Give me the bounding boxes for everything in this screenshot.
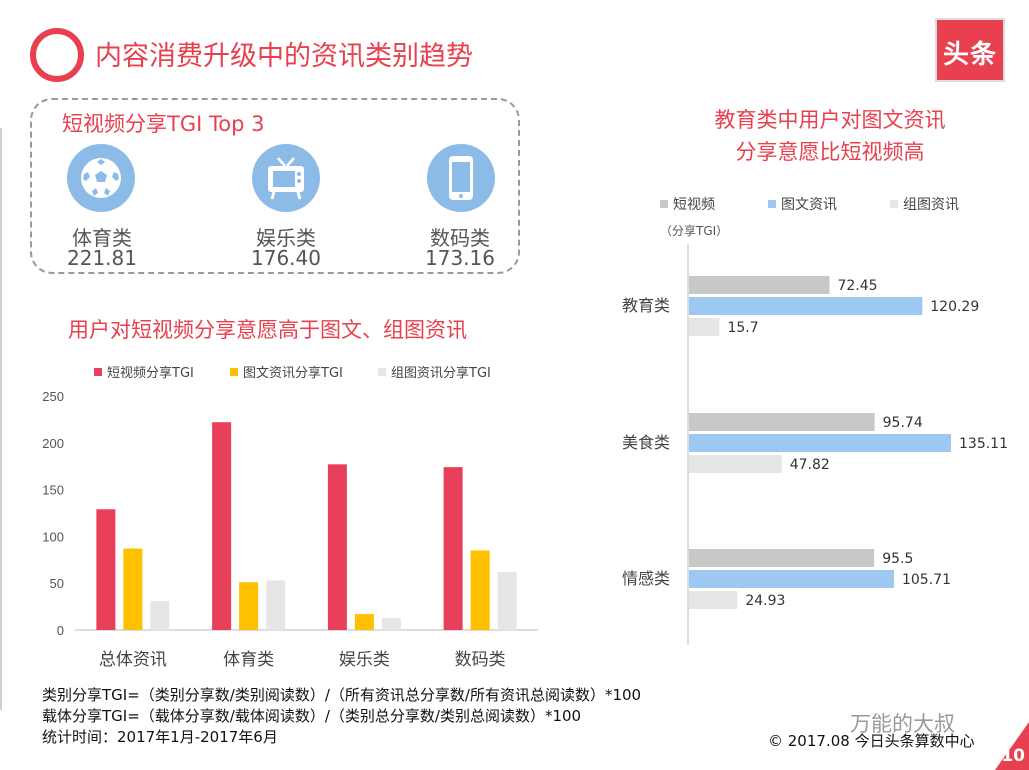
legend-item: 图文资讯 [768,194,837,214]
data-label: 72.45 [837,278,877,294]
data-label: 135.11 [959,436,1008,452]
legend-label: 图文资讯分享TGI [243,366,343,381]
data-label: 24.93 [745,593,785,609]
y-tick-label: 50 [50,576,64,591]
category-label: 美食类 [622,433,670,452]
y-tick-label: 150 [42,483,64,498]
x-tick-label: 娱乐类 [339,650,390,670]
bar [354,614,374,630]
tv-icon [252,144,320,212]
data-label: 95.74 [883,415,923,431]
tgi-top3-title: 短视频分享TGI Top 3 [62,112,265,136]
y-tick-label: 250 [42,389,64,404]
right-chart-title: 教育类中用户对图文资讯 分享意愿比短视频高 [640,104,1020,168]
x-tick-label: 总体资讯 [99,650,167,670]
left-bar-chart: 0 50 100 150 200 250 总体资讯 体育类 娱乐类 数码类 [42,389,538,670]
right-chart-title-line: 分享意愿比短视频高 [735,140,925,164]
legend-swatch [768,200,776,208]
tgi-top3-panel [30,98,520,274]
legend-item: 图文资讯分享TGI [230,362,343,381]
data-label: 15.7 [727,320,758,336]
tgi-item-name: 体育类 [72,226,132,250]
tgi-item-name: 娱乐类 [256,226,316,250]
legend-swatch [230,367,238,376]
bar [689,434,951,452]
legend-label: 图文资讯 [781,197,837,213]
bar [689,413,875,431]
data-label: 105.71 [902,572,951,588]
tgi-item-value: 221.81 [67,246,137,270]
legend-label: 组图资讯 [903,197,959,213]
legend-item: 短视频 [660,194,715,214]
legend-item: 组图资讯分享TGI [378,362,491,381]
y-tick-label: 200 [42,436,64,451]
right-bar-chart: 72.45 120.29 15.7 教育类 95.74 135.11 47.82 美食类 95.… [622,244,1008,645]
formula-note: 载体分享TGI=（载体分享数/载体阅读数）/（类别总分享数/类别总阅读数）*10… [42,707,582,725]
bar [266,580,286,630]
bar [689,318,720,336]
bar [470,550,490,630]
bar [96,509,116,630]
tgi-item-name: 数码类 [430,226,490,250]
right-chart-unit-label: （分享TGI） [660,224,729,238]
bar [327,464,347,630]
bar [689,297,923,315]
tgi-item-value: 173.16 [425,246,495,270]
soccer-ball-icon [67,144,135,212]
data-label: 47.82 [790,457,830,473]
y-tick-label: 0 [57,623,64,638]
bar [150,600,170,630]
smartphone-icon [427,144,495,212]
x-tick-label: 体育类 [223,650,274,670]
tgi-item-value: 176.40 [251,246,321,270]
left-chart-title: 用户对短视频分享意愿高于图文、组图资讯 [68,318,467,342]
right-chart-title-line: 教育类中用户对图文资讯 [714,108,946,132]
page-number: 10 [1001,746,1025,766]
bar [689,570,894,588]
bar [123,548,143,630]
bar [381,617,401,630]
legend-swatch [378,367,386,376]
logo-text: 头条 [942,40,997,70]
legend-swatch [94,367,102,376]
bar [239,582,259,630]
left-border-rule [0,128,2,710]
x-tick-label: 数码类 [455,650,506,670]
bar [497,571,517,630]
legend-swatch [660,200,668,208]
legend-label: 组图资讯分享TGI [391,366,491,381]
bar [689,549,875,567]
watermark: 万能的大叔 [850,712,955,736]
bar [212,422,232,630]
legend-label: 短视频 [673,197,715,213]
date-range-note: 统计时间：2017年1月-2017年6月 [42,728,278,746]
copyright: © 2017.08 今日头条算数中心 [768,732,975,750]
formula-note: 类别分享TGI=（类别分享数/类别阅读数）/（所有资讯总分享数/所有资讯总阅读数… [42,686,642,704]
bar [689,455,782,473]
data-label: 95.5 [882,551,913,567]
bar [689,591,738,609]
bar [443,467,463,630]
title-ring-icon [30,28,84,82]
data-label: 120.29 [930,299,979,315]
legend-label: 短视频分享TGI [107,366,194,381]
y-tick-label: 100 [42,529,64,544]
bar [689,276,830,294]
legend-item: 短视频分享TGI [94,362,194,381]
legend-item: 组图资讯 [890,194,959,214]
page-title: 内容消费升级中的资讯类别趋势 [95,41,473,72]
legend-swatch [890,200,898,208]
toutiao-logo: 头条 [935,18,1005,82]
category-label: 教育类 [622,296,670,315]
category-label: 情感类 [622,569,670,588]
page-number-badge: 10 [995,722,1029,770]
